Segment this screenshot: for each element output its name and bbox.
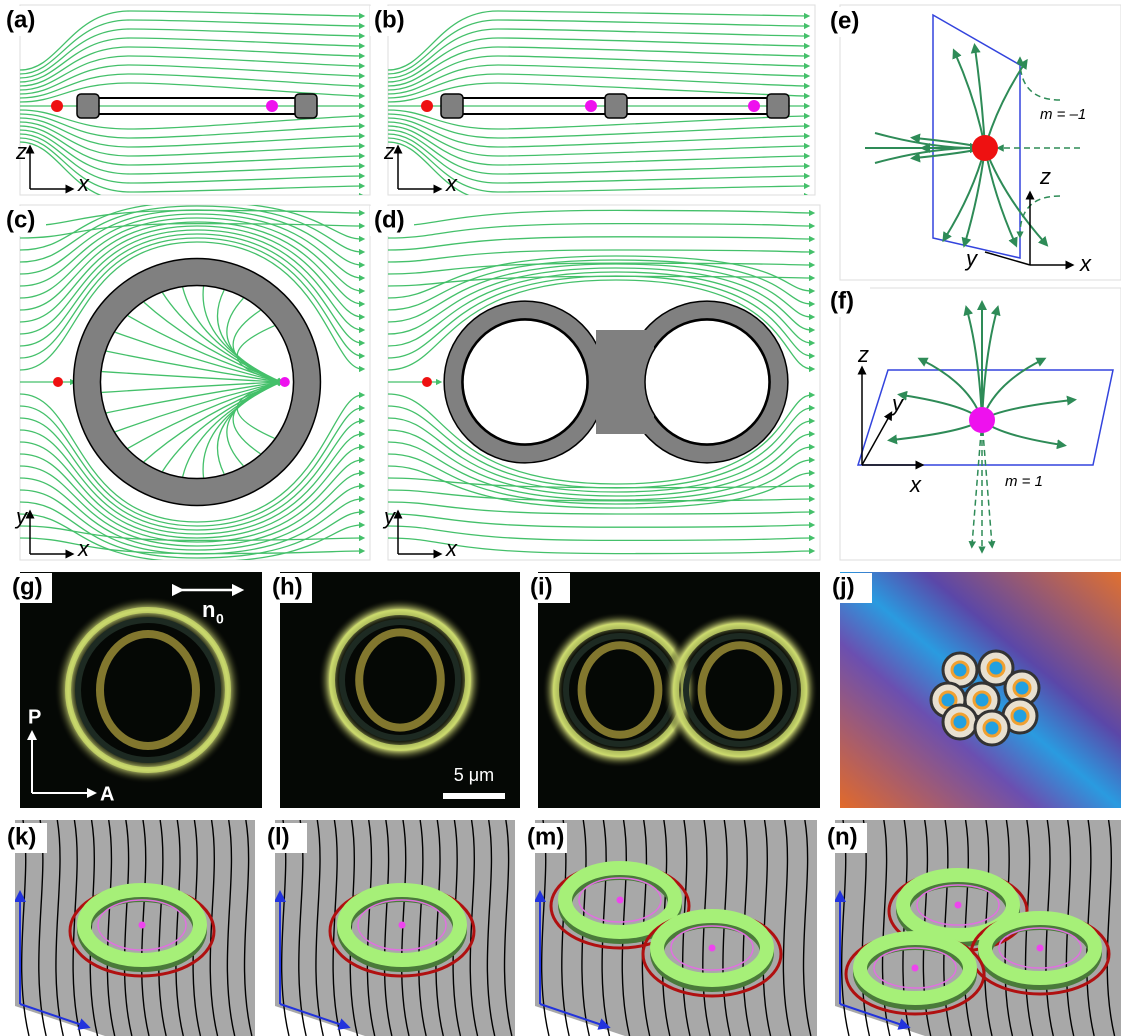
colloid-core [974,692,990,708]
rendering [275,820,515,1036]
defect [422,377,432,387]
panel-label: (l) [267,823,290,850]
figure: (a) z x (b) z x (c) y x (d) y x m = –1 z x y (e) m = 1 z x y… [0,0,1121,1036]
ring-hole [463,320,587,444]
panel-label: (h) [272,573,303,600]
axis-label: x [77,171,90,196]
axis-label: z [15,139,27,164]
rendering [15,820,255,1036]
charge-label: m = 1 [1005,473,1043,490]
axis-label: z [383,139,395,164]
defect [617,897,624,904]
colloid-core [984,720,1000,736]
panel-label: (f) [830,287,854,314]
rod-block [441,94,463,118]
axis-label: y [890,391,905,416]
colloid-core [988,660,1004,676]
axis-label: x [445,536,458,561]
director-sub: 0 [216,611,224,627]
defect [51,100,63,112]
axis-label: y [382,504,397,529]
panel-label: (g) [12,573,43,600]
scale-bar [443,793,505,799]
defect [53,377,63,387]
panel-label: (i) [530,573,553,600]
defect [266,100,278,112]
colloid-core [1012,708,1028,724]
defect [421,100,433,112]
colloid-core [1014,680,1030,696]
panel-label: (e) [830,7,859,34]
panel-label: (b) [374,6,405,33]
colloid-core [952,714,968,730]
defect [1037,945,1044,952]
panel-label: (c) [6,206,35,233]
defect [139,922,146,929]
rendering [835,820,1121,1036]
panel-label: (j) [832,573,855,600]
panel-label: (n) [827,823,858,850]
axis-label: x [909,472,922,497]
charge-label: m = –1 [1040,106,1086,123]
defect [585,100,597,112]
defect [969,407,995,433]
polarizer: P [28,706,41,728]
rod-block [77,94,99,118]
panel-label: (a) [6,6,35,33]
rod-block [295,94,317,118]
panel-label: (d) [374,206,405,233]
panel-label: (k) [7,823,36,850]
axis-label: z [857,342,869,367]
analyzer: A [100,783,114,805]
director: n [202,597,215,622]
rendering [535,820,817,1036]
axis-label: y [964,246,979,271]
defect [972,135,998,161]
axis-label: x [77,536,90,561]
defect [912,965,919,972]
ring-hole [645,320,769,444]
axis-label: x [1079,251,1092,276]
axis-label: x [445,171,458,196]
defect [748,100,760,112]
defect [280,377,290,387]
axis-label: z [1039,164,1051,189]
defect [399,922,406,929]
panel-label: (m) [527,823,564,850]
axis-label: y [14,504,29,529]
background-plane [15,820,255,1036]
defect [955,902,962,909]
rod-block [767,94,789,118]
ring-glow [54,596,242,784]
scale-label: 5 μm [454,765,494,785]
background-plane [275,820,515,1036]
rod-block [605,94,627,118]
colloid-core [952,662,968,678]
defect [709,945,716,952]
